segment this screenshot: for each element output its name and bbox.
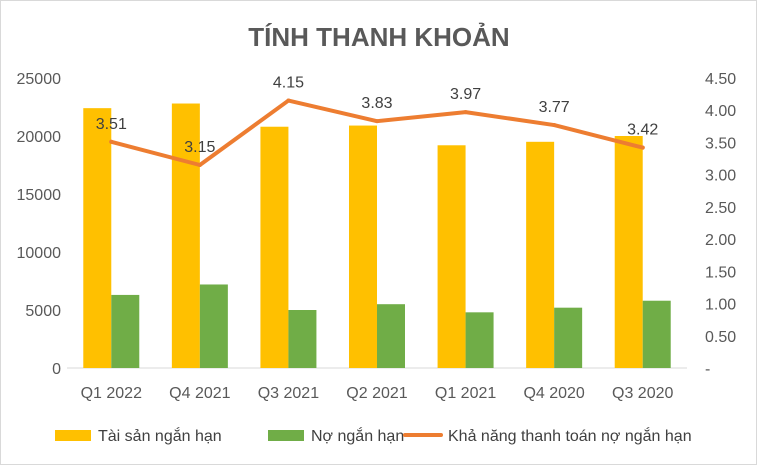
line-point: [552, 123, 557, 128]
x-axis-tick-label: Q3 2021: [258, 385, 319, 402]
bar-tai-san-ngan-han: [614, 136, 643, 368]
bar-tai-san-ngan-han: [526, 141, 555, 368]
line-point: [375, 119, 379, 124]
bar-series: [83, 103, 671, 369]
right-axis-tick-label: 3.00: [705, 168, 736, 185]
line-point: [197, 163, 202, 167]
right-axis-tick-label: 1.50: [705, 264, 736, 281]
bar-tai-san-ngan-han: [83, 108, 112, 368]
left-y-axis: 0 5000 10000 15000 20000 25000: [17, 71, 62, 378]
line-point: [463, 110, 468, 115]
right-y-axis: - 0.50 1.00 1.50 2.00 2.50 3.00 3.50 4.00 4.50: [705, 71, 736, 378]
bar-tai-san-ngan-han: [437, 145, 466, 368]
bar-no-ngan-han: [199, 284, 228, 368]
left-axis-tick-label: 5000: [25, 303, 61, 320]
line-point: [286, 98, 291, 103]
left-axis-tick-label: 10000: [17, 245, 62, 262]
line-data-label: 3.97: [450, 86, 481, 103]
right-axis-tick-label: 3.50: [705, 135, 736, 152]
line-data-label: 3.15: [184, 139, 215, 156]
bar-no-ngan-han: [642, 300, 671, 368]
bar-no-ngan-han: [377, 304, 405, 368]
line-data-label: 3.83: [361, 95, 392, 112]
legend-label: Tài sản ngắn hạn: [98, 426, 222, 445]
bar-no-ngan-han: [465, 312, 494, 368]
x-axis-tick-label: Q4 2020: [523, 385, 584, 402]
line-data-label: 3.77: [539, 99, 570, 116]
line-series: 3.51 3.15 4.15 3.83 3.97 3.77 3.42: [96, 75, 658, 167]
left-axis-tick-label: 25000: [17, 71, 62, 88]
right-axis-tick-label: 4.00: [705, 103, 736, 120]
legend-swatch: [268, 430, 304, 441]
right-axis-tick-label: 0.50: [705, 329, 736, 346]
left-axis-tick-label: 0: [52, 361, 61, 378]
bar-tai-san-ngan-han: [349, 125, 377, 368]
legend-label: Nợ ngắn hạn: [311, 426, 404, 445]
x-axis-tick-labels: Q1 2022 Q4 2021 Q3 2021 Q2 2021 Q1 2021 Q4 20…: [81, 385, 674, 402]
right-axis-tick-label: 4.50: [705, 71, 736, 88]
x-axis-tick-label: Q3 2020: [612, 385, 673, 402]
left-axis-tick-label: 15000: [17, 187, 62, 204]
legend-label: Khả năng thanh toán nợ ngắn hạn: [448, 426, 692, 445]
left-axis-tick-label: 20000: [17, 129, 62, 146]
legend: Tài sản ngắn hạn Nợ ngắn hạn Khả năng than…: [55, 426, 692, 445]
x-axis-tick-label: Q4 2021: [169, 385, 230, 402]
x-axis-tick-label: Q1 2022: [81, 385, 142, 402]
x-axis-tick-label: Q2 2021: [346, 385, 407, 402]
right-axis-tick-label: 2.50: [705, 200, 736, 217]
line-data-label: 3.51: [96, 116, 127, 133]
line-data-label: 4.15: [273, 75, 304, 92]
bar-no-ngan-han: [111, 294, 140, 368]
line-point: [109, 139, 114, 144]
right-axis-tick-label: 1.00: [705, 297, 736, 314]
x-axis-tick-label: Q1 2021: [435, 385, 496, 402]
chart-title: TÍNH THANH KHOẢN: [248, 22, 509, 52]
bar-tai-san-ngan-han: [171, 103, 200, 369]
right-axis-tick-label: -: [705, 361, 710, 378]
bar-no-ngan-han: [288, 310, 317, 368]
bar-no-ngan-han: [554, 307, 583, 368]
right-axis-tick-label: 2.00: [705, 232, 736, 249]
line-data-label: 3.42: [627, 122, 658, 139]
bar-tai-san-ngan-han: [260, 126, 289, 368]
legend-swatch: [55, 430, 91, 441]
line-point: [640, 145, 645, 150]
